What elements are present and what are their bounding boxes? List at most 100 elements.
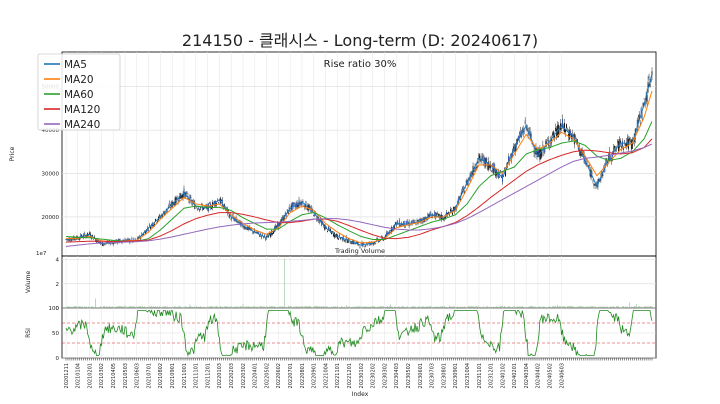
candle-body <box>608 154 610 161</box>
x-tick-label: 20210603 <box>135 363 141 388</box>
x-axis: 20201211 20210104 20210201 20210302 20210405… <box>64 358 653 388</box>
candle-body <box>456 201 458 202</box>
candle-body <box>572 135 574 136</box>
candle-body <box>365 245 367 246</box>
candle-body <box>183 188 185 195</box>
rise-ratio-annotation: Rise ratio 30% <box>324 59 397 70</box>
candle-body <box>331 231 332 235</box>
candle-body <box>389 231 390 234</box>
candle-body <box>617 140 619 143</box>
candle-body <box>286 209 288 211</box>
x-tick-label: 20210302 <box>99 363 105 388</box>
candle-body <box>153 224 154 227</box>
x-tick-label: 20220701 <box>288 363 294 388</box>
candle-body <box>332 231 333 232</box>
x-tick-label: 20230801 <box>441 363 447 388</box>
candle-body <box>301 201 303 206</box>
candle-body <box>517 136 519 140</box>
x-tick-label: 20220901 <box>312 363 318 388</box>
candle-body <box>190 197 192 198</box>
x-tick-label: 20230302 <box>382 363 388 388</box>
candle-body <box>180 195 182 199</box>
candle-body <box>463 191 465 194</box>
price-grid <box>62 52 656 256</box>
x-tick-label: 20240102 <box>500 363 506 388</box>
candle-body <box>128 238 130 241</box>
candle-body <box>309 206 311 208</box>
candle-body <box>514 144 516 152</box>
candle-body <box>133 238 135 241</box>
candle-body <box>605 159 607 166</box>
x-axis-label: Index <box>352 391 369 398</box>
candle-body <box>397 223 399 225</box>
legend-label: MA60 <box>64 89 94 101</box>
rsi-grid <box>62 307 656 359</box>
candle-body <box>161 214 163 218</box>
candle-body <box>588 164 590 167</box>
candle-body <box>79 237 81 240</box>
candle-body <box>490 164 492 169</box>
candle-body <box>313 215 315 217</box>
rsi-reference-lines <box>62 322 656 344</box>
x-tick-label: 20210104 <box>76 363 82 388</box>
candle-body <box>162 211 164 213</box>
candle-body <box>94 236 95 239</box>
candle-body <box>574 135 576 139</box>
volume-y-tick-label: 0 <box>56 306 60 312</box>
candle-body <box>185 193 187 196</box>
candle-body <box>333 232 335 238</box>
candle-body <box>173 203 175 206</box>
ma-line-ma5 <box>65 73 653 246</box>
ma-line-ma240 <box>65 143 653 247</box>
candle-body <box>643 98 645 100</box>
rsi-panel: RSI 0 50 100 <box>25 306 657 362</box>
candle-body <box>621 146 622 148</box>
rsi-y-label: RSI <box>25 328 32 338</box>
candle-body <box>262 233 264 235</box>
candle-body <box>223 203 225 208</box>
candle-body <box>319 220 321 223</box>
candle-body <box>538 149 540 157</box>
candle-body <box>218 200 220 202</box>
candle-body <box>529 131 531 135</box>
candle-body <box>542 144 544 146</box>
candle-body <box>75 238 77 240</box>
candle-body <box>93 239 94 241</box>
candle-body <box>553 131 555 138</box>
candle-body <box>630 139 632 150</box>
candle-body <box>263 236 265 238</box>
x-tick-label: 20230703 <box>430 363 436 388</box>
candle-body <box>373 243 375 245</box>
candle-body <box>462 186 464 190</box>
candle-body <box>534 153 536 154</box>
ma-line-ma60 <box>65 121 653 242</box>
candle-body <box>345 236 347 239</box>
candle-body <box>602 174 604 177</box>
candle-body <box>562 118 563 128</box>
candle-body <box>555 127 557 131</box>
x-tick-label: 20230502 <box>406 363 412 388</box>
candle-body <box>540 149 542 160</box>
candle-body <box>528 127 530 129</box>
candle-body <box>112 242 114 245</box>
candle-body <box>396 221 398 223</box>
candle-body <box>201 204 203 205</box>
candle-body <box>179 192 181 199</box>
candle-body <box>225 207 227 209</box>
candle-body <box>399 225 401 227</box>
candle-body <box>520 134 522 138</box>
candle-body <box>143 233 145 235</box>
candle-body <box>343 240 345 242</box>
candle-body <box>267 234 269 236</box>
candle-body <box>270 233 271 237</box>
legend-box <box>37 53 121 131</box>
candle-body <box>465 181 467 183</box>
candle-body <box>164 212 166 213</box>
candle-body <box>592 180 594 182</box>
candle-body <box>228 215 230 218</box>
candle-body <box>272 233 273 235</box>
candle-body <box>544 147 546 153</box>
candle-body <box>170 201 172 206</box>
candle-body <box>527 133 529 137</box>
